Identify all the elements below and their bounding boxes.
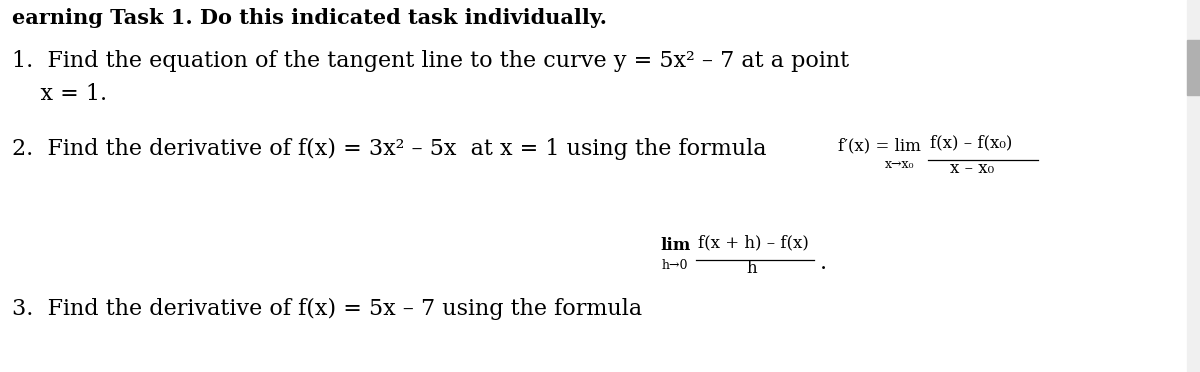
Text: x – x₀: x – x₀ bbox=[950, 160, 994, 177]
Text: .: . bbox=[820, 252, 827, 274]
Text: lim: lim bbox=[660, 237, 690, 254]
Text: h→0: h→0 bbox=[662, 259, 689, 272]
Text: x→x₀: x→x₀ bbox=[886, 158, 914, 171]
Text: f(x + h) – f(x): f(x + h) – f(x) bbox=[698, 234, 809, 251]
Text: 2.  Find the derivative of f(x) = 3x² – 5x  at x = 1 using the formula: 2. Find the derivative of f(x) = 3x² – 5… bbox=[12, 138, 774, 160]
Text: h: h bbox=[746, 260, 757, 277]
Text: x = 1.: x = 1. bbox=[12, 83, 107, 105]
Text: 3.  Find the derivative of f(x) = 5x – 7 using the formula: 3. Find the derivative of f(x) = 5x – 7 … bbox=[12, 298, 642, 320]
Text: f′(x) = lim: f′(x) = lim bbox=[838, 138, 920, 154]
Text: f(x) – f(x₀): f(x) – f(x₀) bbox=[930, 134, 1013, 151]
Bar bbox=[1187, 40, 1200, 95]
Text: earning Task 1. Do this indicated task individually.: earning Task 1. Do this indicated task i… bbox=[12, 8, 607, 28]
Bar bbox=[1187, 0, 1200, 372]
Text: 1.  Find the equation of the tangent line to the curve y = 5x² – 7 at a point: 1. Find the equation of the tangent line… bbox=[12, 50, 850, 72]
